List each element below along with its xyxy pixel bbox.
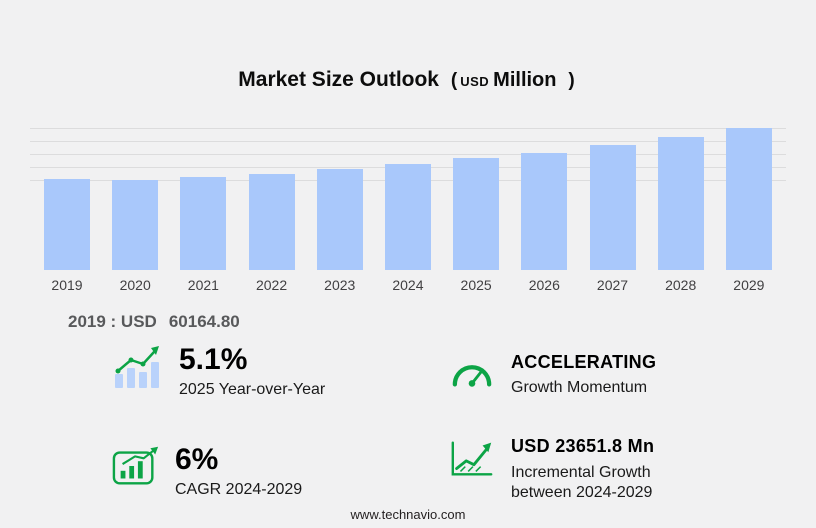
x-tick-2024: 2024 bbox=[392, 277, 424, 293]
bar-2024 bbox=[384, 164, 431, 270]
cagr-value: 6% bbox=[175, 443, 219, 476]
title-close-paren: ) bbox=[568, 70, 575, 92]
title-text: Market Size Outlook bbox=[238, 68, 439, 92]
speedometer-gauge-icon bbox=[448, 352, 496, 397]
yoy-label: 2025 Year-over-Year bbox=[179, 380, 326, 398]
yoy-value: 5.1% bbox=[179, 343, 248, 376]
x-tick-2023: 2023 bbox=[324, 277, 356, 293]
bar-2028 bbox=[657, 137, 704, 270]
gridline bbox=[30, 141, 786, 142]
base-year-value: 60164.80 bbox=[168, 312, 240, 331]
market-size-bar-chart: 2019 2020 2021 2022 2023 2024 2025 2026 2027 2028… bbox=[30, 98, 786, 298]
gridline bbox=[30, 128, 786, 129]
x-tick-2026: 2026 bbox=[528, 277, 560, 293]
momentum-value: ACCELERATING bbox=[511, 352, 657, 372]
bar-2021 bbox=[180, 177, 227, 270]
stat-cagr: 6% CAGR 2024-2029 bbox=[112, 444, 302, 500]
x-tick-2028: 2028 bbox=[665, 277, 697, 293]
bar-2027 bbox=[589, 145, 636, 270]
bar-2026 bbox=[521, 153, 568, 270]
chart-plot-area bbox=[30, 98, 786, 270]
bar-2029 bbox=[725, 128, 772, 270]
bar-2020 bbox=[112, 180, 159, 270]
x-tick-2021: 2021 bbox=[187, 277, 219, 293]
bars bbox=[44, 98, 772, 270]
bar-2023 bbox=[316, 169, 363, 270]
x-tick-2020: 2020 bbox=[119, 277, 151, 293]
gridline bbox=[30, 154, 786, 155]
incremental-label-line1: Incremental Growth bbox=[511, 463, 651, 481]
title-open-paren: ( bbox=[450, 70, 458, 92]
page-title: Market Size Outlook (USD Million ) bbox=[0, 57, 816, 94]
title-currency: USD bbox=[460, 74, 490, 90]
bar-2025 bbox=[453, 158, 500, 270]
incremental-value: USD 23651.8 Mn bbox=[511, 436, 655, 456]
base-year-label: 2019 : USD bbox=[68, 312, 157, 331]
bar-2022 bbox=[248, 174, 295, 270]
x-tick-2027: 2027 bbox=[596, 277, 629, 293]
x-tick-2025: 2025 bbox=[460, 277, 492, 293]
momentum-label: Growth Momentum bbox=[511, 378, 648, 396]
stat-incremental-growth: USD 23651.8 Mn Incremental Growth betwee… bbox=[448, 436, 654, 503]
base-year-annotation: 2019 : USD 60164.80 bbox=[68, 312, 240, 332]
x-tick-2019: 2019 bbox=[51, 277, 83, 293]
footer-url: www.technavio.com bbox=[350, 507, 466, 522]
chart-box-growth-icon bbox=[112, 444, 160, 493]
x-tick-2022: 2022 bbox=[255, 277, 288, 293]
incremental-label-line2: between 2024-2029 bbox=[511, 483, 653, 501]
stat-growth-momentum: ACCELERATING Growth Momentum bbox=[448, 352, 656, 398]
cagr-label: CAGR 2024-2029 bbox=[175, 480, 303, 498]
x-tick-2029: 2029 bbox=[733, 277, 765, 293]
x-axis-labels: 2019 2020 2021 2022 2023 2024 2025 2026 2027 2028… bbox=[44, 277, 772, 293]
line-growth-arrow-icon bbox=[448, 436, 496, 485]
stat-yoy-growth: 5.1% 2025 Year-over-Year bbox=[112, 344, 325, 400]
bar-2019 bbox=[44, 179, 90, 270]
title-unit: Million bbox=[493, 69, 557, 92]
bar-growth-arrow-icon bbox=[112, 344, 164, 395]
